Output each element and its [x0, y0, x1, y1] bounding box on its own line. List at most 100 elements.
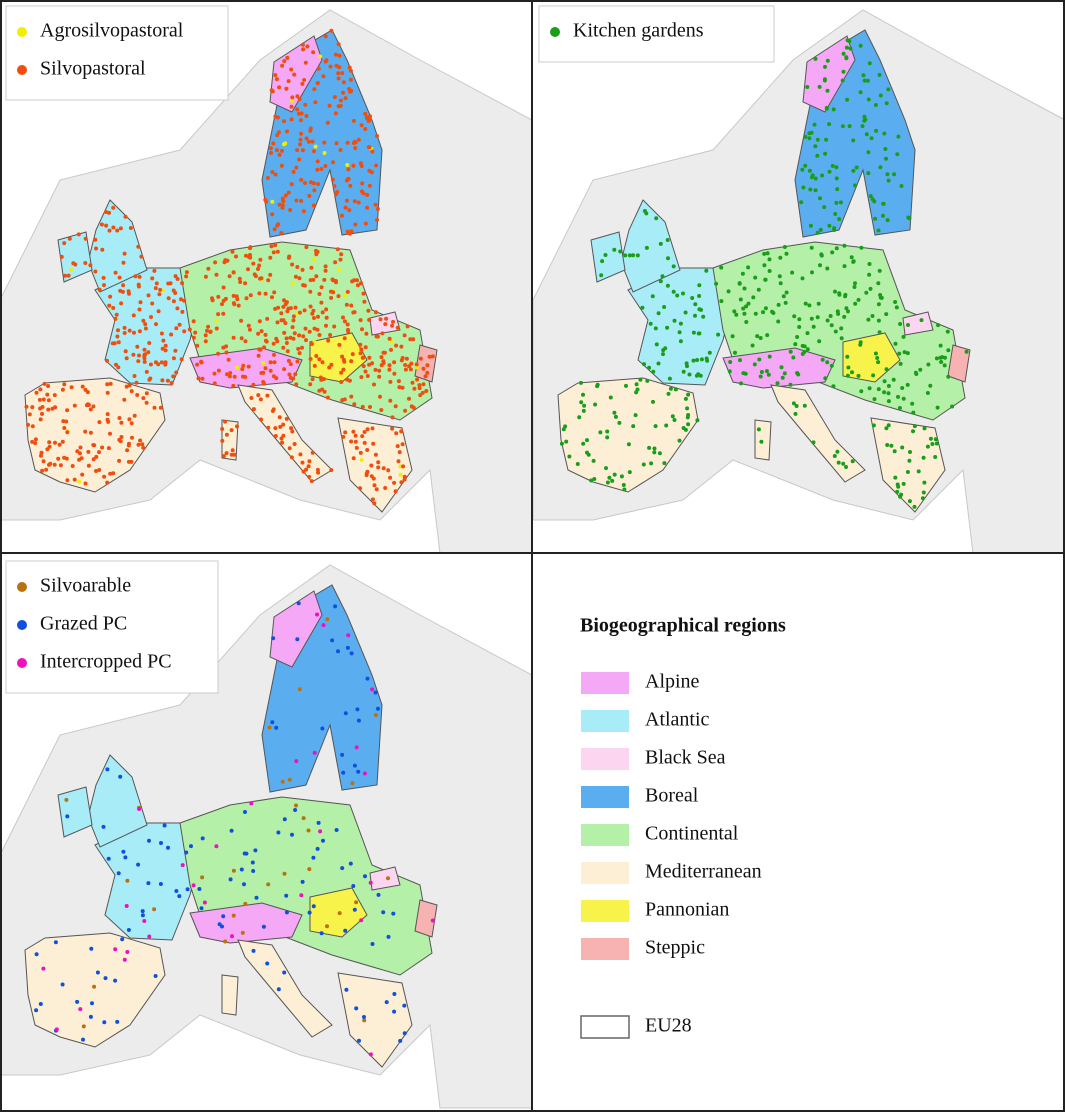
site-dot [286, 190, 291, 195]
site-dot [652, 450, 657, 455]
site-dot [815, 153, 820, 158]
legend-dot [17, 620, 27, 630]
site-dot [258, 276, 262, 281]
site-dot [842, 243, 847, 248]
site-dot [896, 134, 901, 139]
site-dot [835, 449, 840, 454]
site-dot [346, 167, 351, 172]
site-dot [95, 970, 100, 975]
site-dot [287, 372, 292, 377]
region-swatch [581, 748, 629, 770]
site-dot [897, 406, 902, 410]
site-dot [360, 404, 365, 409]
site-dot [146, 350, 151, 355]
site-dot [63, 273, 68, 278]
site-dot [147, 934, 152, 939]
site-dot [308, 278, 313, 283]
site-dot [214, 844, 219, 849]
site-dot [409, 404, 414, 409]
site-dot [697, 307, 702, 312]
site-dot [283, 141, 288, 146]
site-dot [140, 913, 145, 918]
site-dot [910, 401, 915, 406]
site-dot [365, 427, 370, 432]
site-dot [387, 336, 392, 341]
site-dot [251, 261, 256, 266]
site-dot [870, 197, 875, 202]
site-dot [411, 337, 416, 342]
site-dot [829, 363, 834, 368]
site-dot [282, 59, 287, 64]
site-dot [884, 367, 889, 372]
site-dot [291, 336, 296, 341]
site-dot [901, 334, 906, 339]
site-dot [374, 163, 379, 168]
site-dot [83, 429, 88, 434]
site-dot [339, 252, 344, 257]
site-dot [191, 335, 196, 340]
site-dot [653, 424, 658, 429]
site-dot [325, 395, 330, 400]
site-dot [220, 438, 225, 443]
site-dot [310, 377, 315, 382]
site-dot [402, 333, 407, 338]
site-dot [64, 797, 69, 802]
site-dot [243, 281, 248, 286]
site-dot [295, 107, 300, 112]
site-dot [152, 405, 157, 410]
site-dot [414, 362, 419, 367]
site-dot [351, 310, 356, 315]
site-dot [329, 295, 334, 300]
site-dot [762, 251, 767, 256]
site-dot [285, 309, 290, 314]
site-dot [342, 336, 347, 341]
site-dot [314, 274, 319, 279]
site-dot [561, 427, 566, 432]
site-dot [243, 810, 247, 814]
site-dot [291, 314, 296, 319]
site-dot [312, 326, 317, 331]
site-dot [26, 422, 30, 427]
site-dot [942, 363, 947, 368]
site-dot [259, 329, 264, 334]
legend-label: Agrosilvopastoral [40, 20, 184, 42]
site-dot [189, 844, 193, 849]
site-dot [884, 101, 889, 106]
site-dot [373, 690, 378, 695]
map-panel: Silvoarable Grazed PC Intercropped PC [0, 560, 533, 1109]
site-dot [631, 424, 636, 429]
site-dot [325, 617, 330, 622]
site-dot [893, 341, 898, 346]
site-dot [275, 223, 280, 228]
site-dot [297, 687, 302, 692]
site-dot [833, 329, 838, 334]
site-dot [270, 212, 275, 217]
site-dot [776, 319, 781, 324]
site-dot [273, 306, 278, 311]
site-dot [223, 296, 228, 301]
site-dot [374, 310, 378, 315]
site-dot [273, 172, 278, 177]
site-dot [638, 377, 643, 382]
site-dot [922, 480, 927, 485]
site-dot [870, 314, 875, 318]
site-dot [393, 404, 398, 409]
site-dot [420, 390, 425, 395]
site-dot [162, 823, 167, 828]
site-dot [627, 470, 632, 475]
site-dot [396, 379, 401, 384]
site-dot [376, 465, 381, 470]
site-dot [223, 419, 228, 424]
site-dot [759, 370, 764, 374]
site-dot [657, 451, 662, 456]
site-dot [823, 64, 827, 69]
site-dot [803, 301, 808, 306]
site-dot [246, 364, 251, 369]
site-dot [292, 72, 297, 77]
site-dot [651, 399, 655, 404]
site-dot [256, 353, 261, 358]
site-dot [403, 367, 408, 372]
site-dot [873, 216, 878, 221]
map-panel: Agrosilvopastoral Silvopastoral [0, 5, 533, 554]
site-dot [137, 274, 142, 279]
